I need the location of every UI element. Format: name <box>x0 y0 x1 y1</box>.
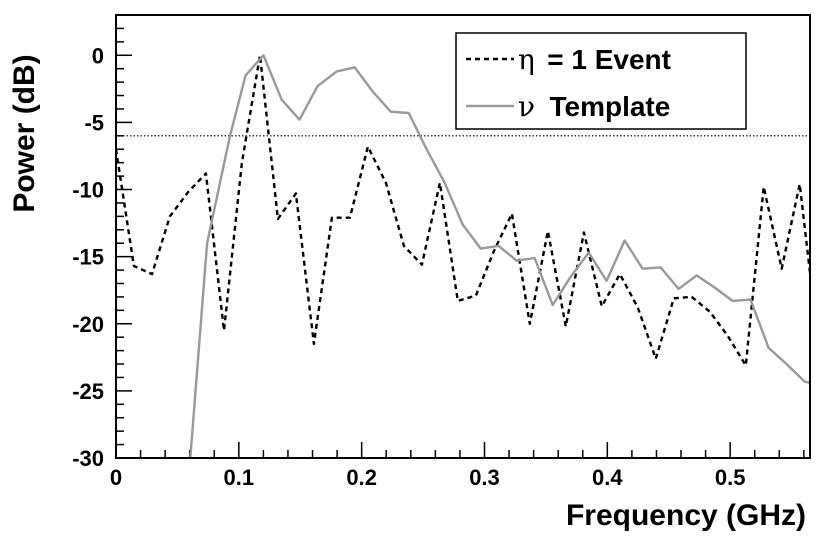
x-axis-title: Frequency (GHz) <box>566 499 806 532</box>
y-axis-title: Power (dB) <box>8 54 41 212</box>
x-tick-label: 0.2 <box>346 465 377 490</box>
legend-text-event: = 1 Event <box>547 44 671 75</box>
y-tick-label: -20 <box>72 312 104 337</box>
y-tick-label: -10 <box>72 178 104 203</box>
legend-symbol-eta: η <box>518 43 535 76</box>
legend-label-event: η = 1 Event <box>518 43 671 76</box>
y-tick-label: 0 <box>92 43 104 68</box>
x-tick-label: 0.4 <box>592 465 623 490</box>
x-tick-label: 0.5 <box>715 465 746 490</box>
y-tick-label: -5 <box>84 110 104 135</box>
y-tick-label: -25 <box>72 379 104 404</box>
legend-box <box>455 32 747 130</box>
event-series-line <box>116 54 810 367</box>
x-tick-label: 0 <box>110 465 122 490</box>
legend: η = 1 Event ν Template <box>455 32 747 130</box>
legend-symbol-nu: ν <box>518 90 535 123</box>
y-tick-label: -30 <box>72 446 104 471</box>
legend-label-template: ν Template <box>518 90 670 123</box>
legend-text-template: Template <box>549 91 670 122</box>
template-series-line <box>189 54 810 458</box>
plot-frame <box>115 14 811 459</box>
x-tick-label: 0.3 <box>469 465 500 490</box>
x-tick-label: 0.1 <box>224 465 255 490</box>
y-tick-label: -15 <box>72 245 104 270</box>
